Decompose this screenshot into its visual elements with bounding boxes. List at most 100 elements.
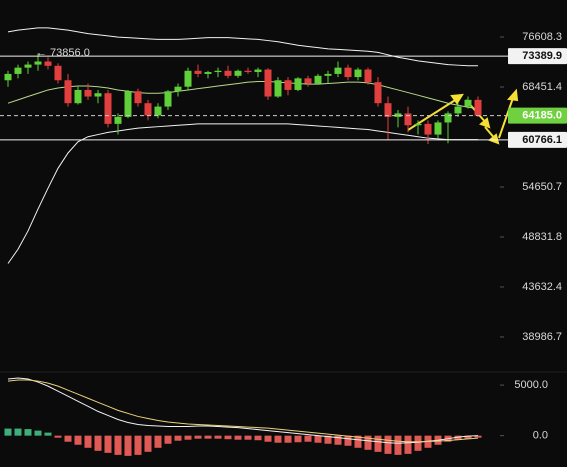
candle-body (184, 70, 192, 87)
histogram-bar (364, 435, 372, 450)
drawn-arrows (407, 88, 519, 145)
y-tick-label: 54650.7 (522, 181, 562, 193)
histogram-bar (234, 435, 242, 440)
histogram-bar (84, 435, 92, 448)
candle-body (254, 69, 262, 73)
candle-body (324, 73, 332, 76)
price-box (508, 107, 567, 124)
candle-body (354, 69, 362, 78)
histogram-bar (304, 435, 312, 442)
histogram-bar (344, 435, 352, 446)
arrow-head (450, 93, 464, 105)
candle-body (424, 123, 432, 135)
histogram-bar (174, 435, 182, 441)
candle-body (264, 69, 272, 97)
histogram-bar (104, 435, 112, 453)
y-tick-label: 43632.4 (522, 281, 562, 293)
candle-body (74, 89, 82, 104)
candle-body (214, 70, 222, 73)
candle-body (134, 91, 142, 104)
candle-body (364, 69, 372, 83)
histogram-bar (164, 435, 172, 444)
band-line (7, 27, 478, 67)
histogram-bar (24, 429, 32, 436)
histogram-bar (134, 435, 142, 455)
histogram-bar (394, 435, 402, 455)
candle-body (34, 61, 42, 65)
histogram-bar (284, 435, 292, 443)
histogram-bar (144, 435, 152, 452)
y-tick-label: 38986.7 (522, 331, 562, 343)
candle-body (54, 65, 62, 81)
arrow-head (488, 133, 500, 145)
band-line (7, 81, 479, 110)
arrow-head (479, 117, 491, 129)
histogram-bar (334, 435, 342, 445)
histogram-bar (44, 432, 52, 436)
y-tick-label: 5000.0 (514, 379, 548, 391)
histogram-bar (314, 435, 322, 443)
candle-body (124, 91, 132, 117)
y-tick-label: 0.0 (533, 430, 548, 442)
arrow (498, 94, 515, 139)
candle-body (24, 64, 32, 68)
histogram-bar (94, 435, 102, 451)
candle-body (204, 72, 212, 74)
histogram-bar (354, 435, 362, 448)
histogram-bar (114, 435, 122, 455)
price-box-label: 60766.1 (522, 134, 562, 146)
candle-body (414, 123, 422, 126)
candle-body (454, 106, 462, 114)
candle-body (464, 99, 472, 107)
candle-body (314, 75, 322, 84)
histogram-bar (274, 435, 282, 443)
histogram-bar (184, 435, 192, 440)
histogram-bar (294, 435, 302, 443)
histogram-bar (14, 428, 22, 436)
histogram-bar (4, 428, 12, 436)
candle-body (274, 80, 282, 97)
candle-body (114, 116, 122, 124)
histogram-bar (324, 435, 332, 444)
candle-body (474, 99, 482, 116)
candle-body (304, 78, 312, 84)
indicator-line (7, 377, 479, 444)
histogram-bar (384, 435, 392, 454)
histogram-bar (244, 435, 252, 440)
candle-body (224, 70, 232, 76)
histogram-bar (374, 435, 382, 452)
candle-body (384, 103, 392, 117)
histogram-bar (74, 435, 82, 445)
histogram-bar (64, 435, 72, 442)
candle-body (434, 122, 442, 135)
candle-body (404, 113, 412, 126)
candle-body (194, 70, 202, 74)
candle-body (104, 93, 112, 124)
histogram-bar (214, 435, 222, 439)
histogram-bar (474, 435, 482, 438)
candle-body (334, 67, 342, 74)
histogram-bar (404, 435, 412, 454)
histogram-bar (264, 435, 272, 442)
histogram-bar (414, 435, 422, 451)
histogram-bar (34, 430, 42, 436)
candle-body (84, 89, 92, 97)
histogram-bar (54, 435, 62, 438)
histogram-bar (154, 435, 162, 448)
candle-body (94, 93, 102, 97)
candle-body (394, 113, 402, 117)
candle-body (374, 82, 382, 104)
candle-body (174, 86, 182, 92)
band-line (7, 123, 478, 264)
high-annotation: ← 73856.0 (36, 47, 90, 59)
arrow-head (507, 88, 519, 102)
histogram-bar (204, 435, 212, 439)
candle-body (4, 73, 12, 81)
candle-body (164, 91, 172, 107)
histogram-bar (224, 435, 232, 440)
candle-body (284, 80, 292, 90)
price-box (508, 48, 567, 65)
histogram-bar (254, 435, 262, 441)
y-tick-label: 48831.8 (522, 231, 562, 243)
